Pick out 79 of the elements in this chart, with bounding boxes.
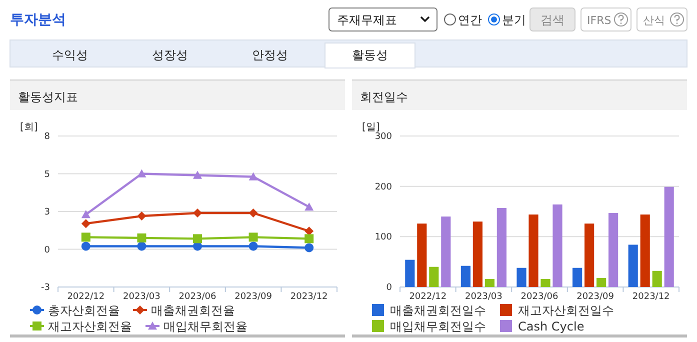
y-tick-label: 0 (386, 283, 392, 293)
bar (472, 222, 482, 287)
bar (664, 186, 674, 287)
point (304, 234, 314, 244)
bar (484, 278, 494, 287)
y-tick-label: 8 (44, 132, 50, 142)
x-tick-label: 2022/12 (67, 292, 105, 302)
bar (608, 213, 618, 287)
bar (417, 224, 427, 287)
bar (540, 278, 550, 287)
y-tick-label: 300 (374, 132, 392, 142)
point (193, 208, 202, 218)
point (248, 208, 258, 218)
x-tick-label: 2023/03 (123, 292, 160, 302)
bar (516, 268, 526, 287)
text: IFRS (587, 14, 612, 27)
legend-label: 매출채권회전일수 (390, 304, 486, 318)
x-tick-label: 2023/03 (465, 292, 502, 302)
y-tick-label: 3 (44, 208, 50, 218)
y-tick-label: 200 (374, 182, 392, 192)
text: 활동성 (352, 48, 388, 62)
y-tick-label: 0 (44, 245, 50, 256)
x-tick-label: 2023/09 (576, 292, 614, 302)
x-tick-label: 2023/12 (632, 292, 670, 302)
text: 산식 (643, 14, 665, 27)
bar (429, 266, 439, 287)
x-tick-label: 2023/06 (178, 292, 216, 302)
text: 검색 (540, 13, 564, 27)
legend-label: 총자산회전율 (48, 304, 120, 318)
bar (640, 214, 650, 287)
bar (441, 216, 451, 287)
text: 안정성 (252, 48, 288, 62)
point (248, 232, 258, 242)
bar (496, 208, 506, 287)
bar (652, 270, 662, 287)
x-tick-label: 2023/06 (520, 292, 558, 302)
legend-label: 매입채무회전일수 (390, 320, 486, 334)
point (304, 243, 314, 252)
text: 연간 (458, 13, 482, 27)
legend-label: 매출채권회전율 (151, 304, 235, 318)
bar (552, 204, 562, 287)
point (81, 210, 90, 218)
point (81, 219, 90, 228)
text: 수익성 (52, 48, 88, 62)
point (81, 242, 90, 251)
y-axis-title: [회] (20, 122, 38, 133)
legend-label: 재고자산회전일수 (518, 304, 614, 318)
chart-title: 회전일수 (360, 90, 408, 104)
x-tick-label: 2022/12 (409, 292, 447, 302)
x-tick-label: 2023/12 (290, 292, 328, 302)
point (137, 212, 146, 221)
y-axis-title: [일] (362, 122, 380, 133)
legend-label: 재고자산회전율 (48, 320, 132, 334)
y-tick-label: 100 (374, 232, 392, 243)
select: 주재무제표 (328, 8, 438, 32)
point (193, 234, 202, 244)
point (248, 242, 258, 251)
bar (405, 260, 415, 287)
bar (572, 268, 582, 287)
bar (528, 214, 538, 287)
x-tick-label: 2023/09 (234, 292, 272, 302)
bar (596, 278, 606, 287)
bar (628, 244, 638, 287)
text: 성장성 (152, 48, 188, 62)
point (193, 170, 202, 179)
point (248, 172, 258, 180)
point (137, 233, 146, 242)
y-tick-label: 5 (44, 170, 50, 180)
legend-label: 매입채무회전율 (164, 320, 248, 334)
bar (460, 266, 471, 287)
bar (584, 224, 594, 287)
y-tick-label: -3 (41, 283, 50, 293)
text: 분기 (502, 13, 526, 27)
legend-label: Cash Cycle (518, 320, 584, 334)
point (304, 202, 314, 211)
chart-title: 활동성지표 (18, 90, 78, 104)
point (137, 242, 146, 251)
point (81, 232, 90, 242)
text: 투자분석 (10, 12, 66, 28)
